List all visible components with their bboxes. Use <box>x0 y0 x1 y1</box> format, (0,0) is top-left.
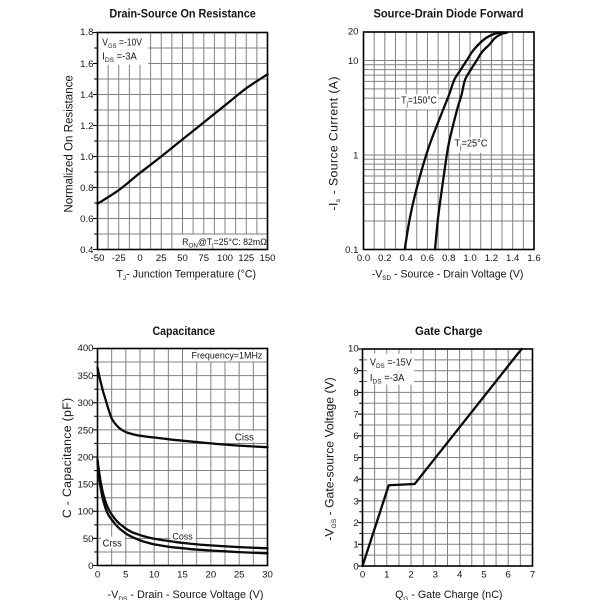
svg-text:-VDS​ - Drain - Source Voltage: -VDS​ - Drain - Source Voltage (V) <box>108 589 264 600</box>
svg-text:3: 3 <box>353 496 358 507</box>
svg-text:4: 4 <box>353 475 359 486</box>
svg-text:10: 10 <box>348 344 359 355</box>
svg-text:1.4: 1.4 <box>80 90 94 101</box>
svg-text:0.6: 0.6 <box>80 214 93 225</box>
svg-text:1.0: 1.0 <box>463 253 476 264</box>
svg-text:0: 0 <box>353 561 358 572</box>
svg-text:0: 0 <box>88 561 93 572</box>
svg-text:TJ​- Junction Temperature (°C): TJ​- Junction Temperature (°C) <box>117 268 257 282</box>
svg-text:10: 10 <box>348 56 359 67</box>
svg-text:Tj​=25°C: Tj​=25°C <box>455 139 488 152</box>
svg-text:Coss: Coss <box>172 532 193 543</box>
svg-text:75: 75 <box>198 253 209 264</box>
svg-text:1.6: 1.6 <box>527 253 540 264</box>
svg-text:1: 1 <box>384 570 389 581</box>
svg-text:5: 5 <box>353 453 358 464</box>
svg-text:-VGS​ - Gate-source Voltage (V: -VGS​ - Gate-source Voltage (V) <box>323 377 339 540</box>
svg-text:50: 50 <box>177 253 188 264</box>
svg-text:3: 3 <box>433 570 438 581</box>
svg-text:30: 30 <box>262 569 273 580</box>
svg-text:15: 15 <box>177 569 188 580</box>
svg-text:150: 150 <box>259 253 275 264</box>
svg-text:150: 150 <box>77 480 93 491</box>
svg-text:8: 8 <box>353 388 358 399</box>
svg-text:0.4: 0.4 <box>80 245 94 256</box>
svg-text:C - Capacitance (pF): C - Capacitance (pF) <box>60 398 74 518</box>
svg-text:7: 7 <box>530 570 535 581</box>
svg-text:2: 2 <box>353 518 358 529</box>
svg-text:0: 0 <box>95 569 100 580</box>
svg-text:1.2: 1.2 <box>80 121 93 132</box>
svg-text:25: 25 <box>234 569 245 580</box>
svg-text:125: 125 <box>238 253 254 264</box>
svg-text:1.2: 1.2 <box>485 253 498 264</box>
svg-text:100: 100 <box>77 507 93 518</box>
svg-text:6: 6 <box>353 431 358 442</box>
svg-text:RON​@Tj​=25°C: 82mΩ: RON​@Tj​=25°C: 82mΩ <box>182 237 267 250</box>
svg-text:Crss: Crss <box>103 538 122 549</box>
svg-text:0.6: 0.6 <box>421 253 434 264</box>
svg-text:200: 200 <box>77 452 93 463</box>
svg-text:1.8: 1.8 <box>80 27 93 38</box>
svg-text:0.8: 0.8 <box>442 253 455 264</box>
svg-text:1.6: 1.6 <box>80 59 93 70</box>
svg-text:0.4: 0.4 <box>399 253 413 264</box>
svg-text:Normalized On Resistance: Normalized On Resistance <box>62 75 76 213</box>
svg-text:0: 0 <box>360 570 365 581</box>
svg-text:5: 5 <box>123 569 128 580</box>
svg-text:25: 25 <box>156 253 167 264</box>
svg-text:20: 20 <box>205 569 216 580</box>
svg-text:400: 400 <box>77 343 93 354</box>
svg-text:0.0: 0.0 <box>357 253 370 264</box>
svg-text:Ciss: Ciss <box>235 432 254 443</box>
svg-text:7: 7 <box>353 410 358 421</box>
svg-text:300: 300 <box>77 398 93 409</box>
svg-text:-VSD​ - Source - Drain Voltage: -VSD​ - Source - Drain Voltage (V) <box>372 268 524 282</box>
svg-text:50: 50 <box>83 534 94 545</box>
svg-text:0.8: 0.8 <box>80 183 93 194</box>
svg-text:-50: -50 <box>91 253 105 264</box>
svg-text:QG​ - Gate Charge (nC): QG​ - Gate Charge (nC) <box>395 589 503 600</box>
svg-text:250: 250 <box>77 425 93 436</box>
svg-text:1.0: 1.0 <box>80 152 93 163</box>
svg-text:10: 10 <box>149 569 160 580</box>
svg-text:9: 9 <box>353 366 358 377</box>
svg-text:5: 5 <box>481 570 486 581</box>
svg-text:2: 2 <box>408 570 413 581</box>
svg-text:-25: -25 <box>112 253 126 264</box>
svg-text:0: 0 <box>137 253 142 264</box>
svg-text:Tj​=150°C: Tj​=150°C <box>401 96 437 109</box>
svg-text:1: 1 <box>353 150 358 161</box>
svg-text:6: 6 <box>506 570 511 581</box>
svg-text:1: 1 <box>353 540 358 551</box>
svg-text:Source-Drain Diode Forward: Source-Drain Diode Forward <box>374 7 524 21</box>
svg-text:Gate Charge: Gate Charge <box>415 324 483 338</box>
svg-text:0.1: 0.1 <box>345 245 358 256</box>
svg-text:20: 20 <box>348 26 359 37</box>
svg-text:Drain-Source On Resistance: Drain-Source On Resistance <box>109 7 256 21</box>
svg-text:Capacitance: Capacitance <box>153 324 216 338</box>
svg-text:4: 4 <box>457 570 463 581</box>
svg-text:350: 350 <box>77 371 93 382</box>
svg-text:0.2: 0.2 <box>378 253 391 264</box>
svg-text:1.4: 1.4 <box>506 253 520 264</box>
svg-text:-Is​ - Source Current (A): -Is​ - Source Current (A) <box>327 77 343 211</box>
svg-text:100: 100 <box>217 253 233 264</box>
svg-text:Frequency=1MHz: Frequency=1MHz <box>192 351 263 362</box>
